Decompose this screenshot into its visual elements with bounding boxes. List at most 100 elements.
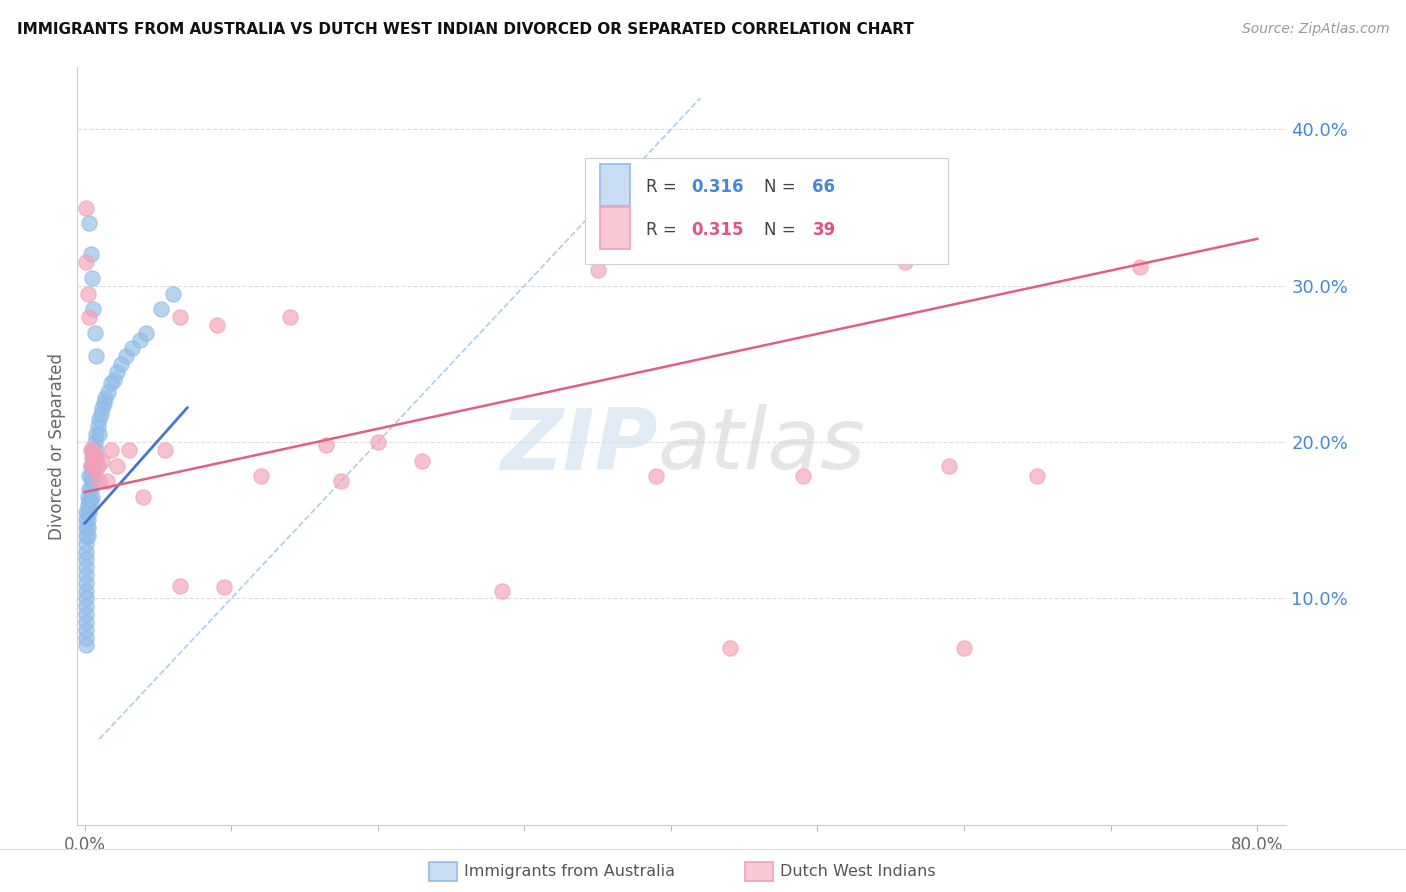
Point [75, 638, 97, 652]
Point [87, 458, 110, 473]
Point [75, 583, 97, 598]
Text: atlas: atlas [658, 404, 866, 488]
Point [89, 427, 111, 442]
Point [105, 365, 128, 379]
Point [86, 349, 108, 363]
Point [86, 427, 108, 442]
Point [953, 641, 976, 656]
Text: R =: R = [645, 221, 682, 239]
Text: 0.316: 0.316 [692, 178, 744, 195]
Point [82, 442, 104, 457]
Point [82, 458, 104, 473]
Point [84, 326, 107, 340]
Point [76, 505, 98, 519]
Point [792, 469, 814, 483]
Point [79, 494, 101, 508]
Point [117, 442, 139, 457]
Point [278, 310, 301, 324]
Point [249, 469, 271, 483]
FancyBboxPatch shape [600, 164, 630, 206]
Point [82, 454, 104, 468]
Point [110, 357, 132, 371]
Point [75, 521, 97, 535]
Point [97, 385, 120, 400]
Point [212, 581, 235, 595]
Point [1026, 469, 1049, 483]
Point [75, 599, 97, 614]
Point [75, 631, 97, 645]
Point [75, 568, 97, 582]
Point [91, 454, 114, 468]
Point [75, 591, 97, 606]
Point [80, 474, 103, 488]
Point [894, 255, 917, 269]
Point [718, 641, 741, 656]
Point [84, 450, 107, 465]
Point [79, 458, 101, 473]
Point [96, 474, 118, 488]
Point [76, 490, 98, 504]
FancyBboxPatch shape [585, 158, 948, 264]
Point [80, 463, 103, 477]
FancyBboxPatch shape [600, 207, 630, 249]
Point [76, 521, 98, 535]
Point [84, 435, 107, 450]
Point [77, 216, 100, 230]
Point [77, 505, 100, 519]
Point [77, 310, 100, 324]
Point [79, 482, 101, 496]
Point [169, 310, 191, 324]
Point [121, 341, 143, 355]
Y-axis label: Divorced or Separated: Divorced or Separated [48, 352, 66, 540]
Point [162, 286, 184, 301]
Point [75, 575, 97, 590]
Point [75, 513, 97, 527]
Point [79, 458, 101, 473]
Point [132, 490, 155, 504]
Point [75, 201, 97, 215]
Point [75, 623, 97, 637]
Point [491, 583, 513, 598]
Point [79, 442, 101, 457]
Point [77, 469, 100, 483]
Point [75, 560, 97, 574]
Point [129, 334, 152, 348]
Point [586, 263, 609, 277]
Point [1129, 260, 1152, 274]
Point [90, 407, 112, 421]
Point [76, 529, 98, 543]
Point [315, 438, 337, 452]
Point [645, 469, 668, 483]
Point [86, 442, 108, 457]
Point [105, 458, 128, 473]
Point [86, 450, 108, 465]
Point [91, 401, 114, 415]
Text: 0.315: 0.315 [692, 221, 744, 239]
Point [411, 454, 433, 468]
Point [367, 435, 389, 450]
Text: Source: ZipAtlas.com: Source: ZipAtlas.com [1241, 22, 1389, 37]
Text: ZIP: ZIP [501, 404, 658, 488]
Point [89, 474, 111, 488]
Point [77, 482, 100, 496]
Point [84, 463, 107, 477]
Text: N =: N = [763, 221, 801, 239]
Point [75, 544, 97, 558]
Point [79, 247, 101, 261]
Point [114, 349, 136, 363]
Text: 39: 39 [813, 221, 835, 239]
Point [75, 537, 97, 551]
Point [75, 615, 97, 629]
Point [94, 392, 117, 406]
Point [76, 498, 98, 512]
Point [103, 373, 125, 387]
Point [75, 529, 97, 543]
Point [75, 255, 97, 269]
Point [938, 458, 960, 473]
Point [77, 494, 100, 508]
Point [205, 318, 228, 332]
Text: 66: 66 [813, 178, 835, 195]
Point [76, 513, 98, 527]
Point [75, 505, 97, 519]
Point [80, 442, 103, 457]
